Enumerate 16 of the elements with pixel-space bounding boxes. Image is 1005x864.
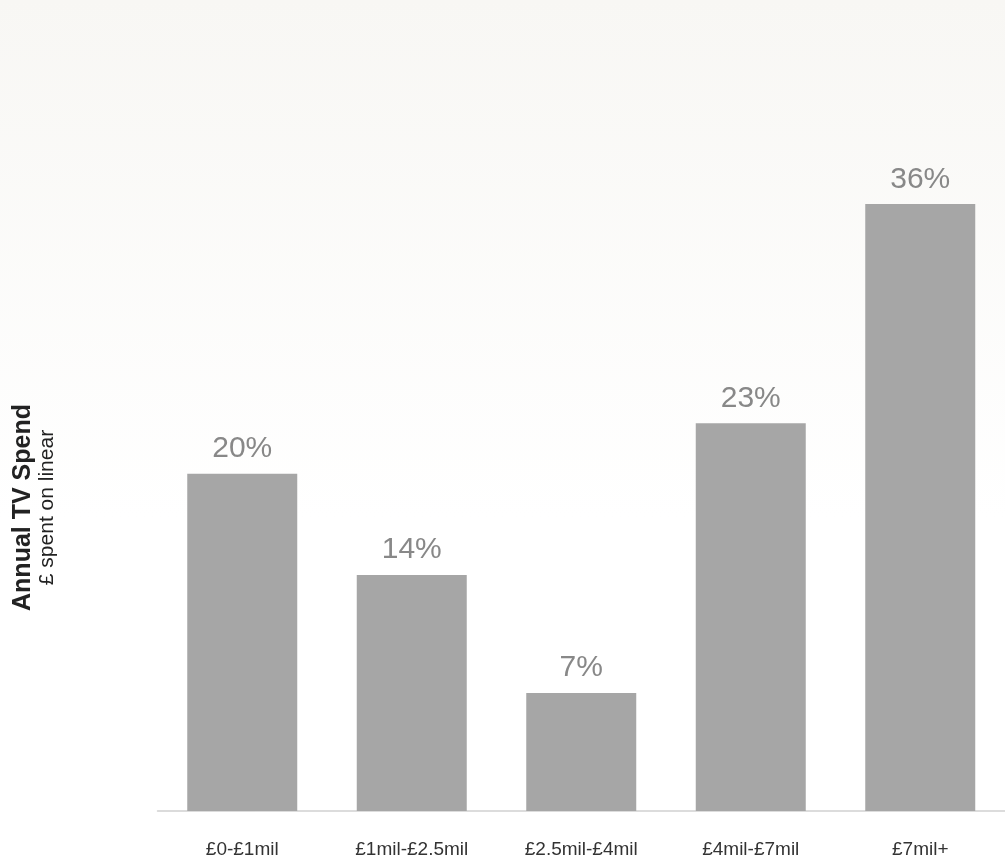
data-label: 36% <box>890 160 951 194</box>
data-label: 7% <box>559 649 603 683</box>
bar <box>356 574 467 811</box>
x-tick-label: £1mil-£2.5mil <box>355 838 469 859</box>
data-label: 23% <box>720 379 781 413</box>
x-tick-label: £2.5mil-£4mil <box>524 838 638 859</box>
bar <box>865 204 976 811</box>
x-tick-label: £0-£1mil <box>205 838 279 859</box>
data-label: 20% <box>212 430 273 464</box>
x-tick-label: £7mil+ <box>892 838 949 859</box>
bar <box>187 473 298 811</box>
y-axis-title: Annual TV Spend £ spent on linear <box>6 404 57 611</box>
data-label: 14% <box>381 531 442 565</box>
x-tick-label: £4mil-£7mil <box>702 838 800 859</box>
bar <box>695 423 806 811</box>
bar <box>526 692 637 811</box>
